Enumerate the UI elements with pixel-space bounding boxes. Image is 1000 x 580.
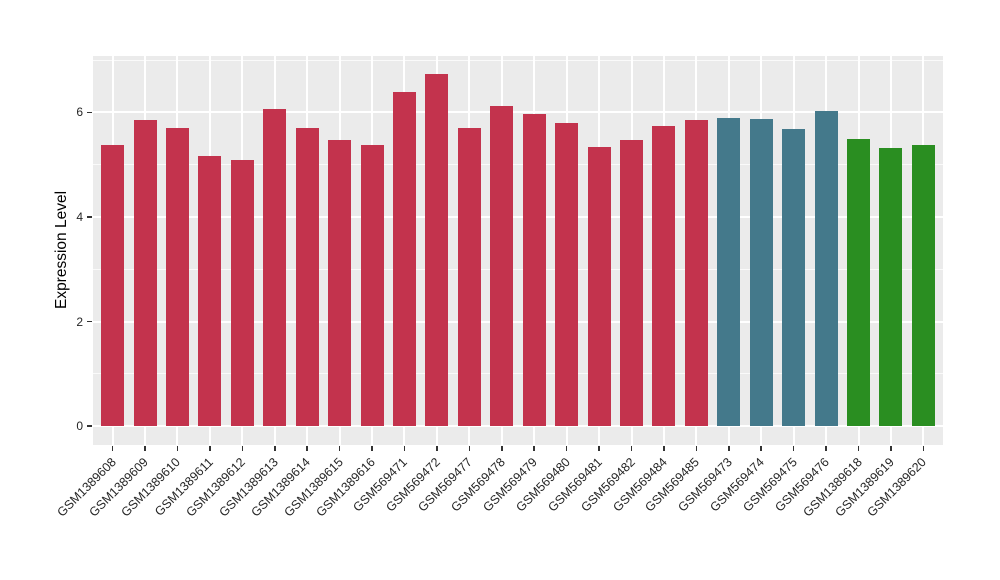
y-tick-mark-4	[87, 216, 92, 218]
gridline-minor-y3	[93, 268, 943, 270]
x-tick-mark-GSM569481	[598, 446, 600, 451]
gridline-major-y6	[93, 111, 943, 114]
y-tick-mark-2	[87, 320, 92, 323]
bar-GSM1389610	[165, 128, 189, 427]
x-tick-mark-GSM1389614	[306, 446, 308, 451]
x-tick-mark-GSM1389615	[338, 446, 341, 451]
bar-GSM1389618	[847, 138, 871, 427]
x-tick-mark-GSM569473	[728, 446, 730, 451]
x-tick-mark-GSM569482	[630, 446, 633, 451]
x-tick-mark-GSM569484	[663, 446, 665, 451]
bar-GSM1389619	[879, 148, 903, 427]
y-tick-label-6: 6	[76, 105, 83, 120]
x-tick-mark-GSM1389612	[241, 446, 244, 451]
bar-GSM569478	[490, 106, 514, 427]
x-tick-mark-GSM1389618	[857, 446, 860, 451]
gridline-major-y2	[93, 320, 943, 323]
x-tick-mark-GSM1389616	[371, 446, 373, 451]
y-tick-mark-6	[87, 111, 92, 114]
x-tick-mark-GSM1389619	[890, 446, 892, 451]
bar-GSM569472	[425, 73, 449, 427]
x-tick-mark-GSM569471	[403, 446, 406, 451]
bar-GSM1389612	[230, 160, 254, 427]
y-tick-label-2: 2	[76, 314, 83, 329]
x-tick-mark-GSM1389609	[144, 446, 146, 451]
y-tick-label-4: 4	[76, 210, 83, 225]
x-tick-mark-GSM569472	[436, 446, 438, 451]
bar-GSM569480	[555, 123, 579, 427]
bar-GSM569482	[620, 140, 643, 427]
plot-panel	[93, 56, 943, 445]
x-tick-mark-GSM569477	[468, 446, 471, 451]
x-tick-mark-GSM569475	[792, 446, 795, 451]
bar-GSM569476	[814, 111, 838, 427]
x-tick-mark-GSM569480	[565, 446, 568, 451]
bar-GSM569475	[782, 128, 806, 427]
x-tick-mark-GSM1389610	[176, 446, 179, 451]
gridline-minor-y1	[93, 373, 943, 375]
x-tick-mark-GSM1389613	[274, 446, 276, 451]
bar-GSM569484	[652, 125, 676, 427]
gridline-major-y4	[93, 216, 943, 219]
bar-GSM569479	[522, 114, 546, 427]
bar-GSM569481	[587, 146, 611, 427]
bar-GSM569471	[392, 92, 416, 427]
bar-GSM1389611	[198, 155, 222, 427]
gridline-minor-y7	[93, 59, 943, 61]
x-tick-mark-GSM1389608	[111, 446, 114, 451]
bar-GSM569474	[749, 119, 773, 427]
bar-GSM569477	[457, 128, 481, 427]
bar-GSM1389615	[328, 139, 352, 427]
bar-GSM1389608	[101, 145, 125, 427]
gridline-minor-y5	[93, 164, 943, 166]
bar-GSM1389609	[133, 120, 157, 427]
x-tick-mark-GSM569485	[695, 446, 698, 451]
bar-GSM1389616	[360, 145, 384, 427]
bar-GSM1389620	[911, 145, 935, 427]
bar-GSM1389613	[263, 109, 287, 427]
x-tick-mark-GSM569479	[533, 446, 535, 451]
y-tick-mark-0	[87, 425, 92, 427]
gridline-major-y0	[93, 425, 943, 428]
x-tick-mark-GSM569474	[760, 446, 762, 451]
x-tick-mark-GSM569476	[825, 446, 827, 451]
x-tick-mark-GSM1389611	[209, 446, 211, 451]
bar-GSM569485	[684, 120, 708, 427]
bar-GSM569473	[717, 117, 741, 427]
x-tick-mark-GSM569478	[501, 446, 503, 451]
bar-GSM1389614	[295, 128, 319, 427]
x-tick-mark-GSM1389620	[922, 446, 925, 451]
y-tick-label-0: 0	[76, 419, 83, 434]
